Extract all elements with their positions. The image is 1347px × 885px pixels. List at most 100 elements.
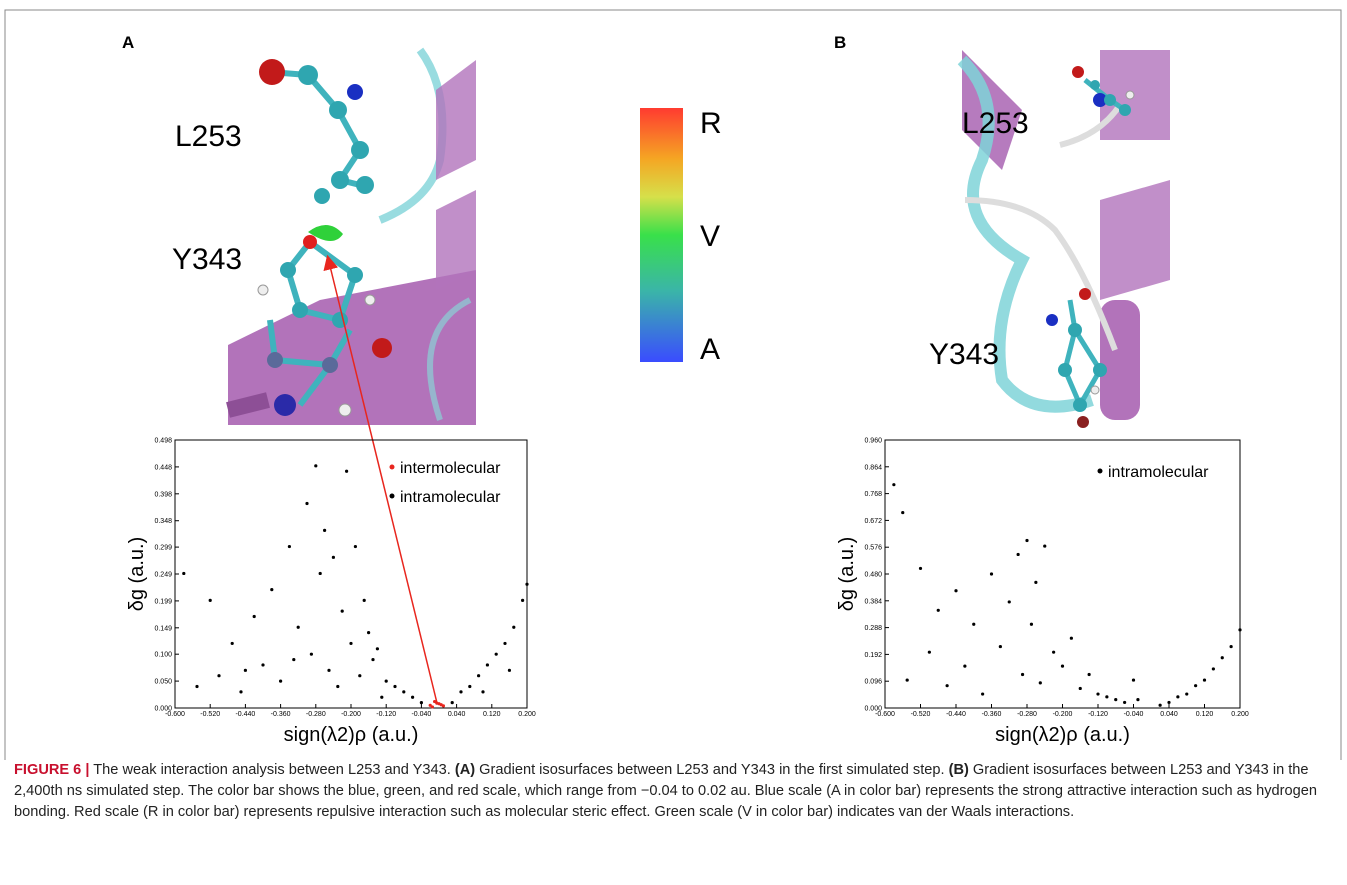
data-point: [905, 678, 909, 682]
data-point: [901, 510, 905, 515]
data-point: [261, 663, 265, 667]
x-tick-label: 0.040: [448, 711, 466, 718]
data-point: [989, 572, 994, 576]
data-point: [998, 644, 1002, 649]
colorbar-label: A: [700, 333, 720, 366]
data-point: [1238, 628, 1242, 632]
data-point: [217, 674, 221, 678]
data-point: [327, 668, 331, 672]
y-tick-label: 0.288: [864, 625, 882, 632]
data-point: [349, 641, 353, 646]
data-point: [230, 641, 234, 646]
y-tick-label: 0.864: [864, 464, 882, 471]
x-tick-label: -0.440: [235, 711, 255, 718]
x-tick-label: -0.360: [982, 711, 1002, 718]
residue-label: L253: [175, 120, 242, 153]
y-tick-label: 0.299: [154, 545, 172, 552]
data-point: [945, 684, 949, 688]
figure-border: [4, 9, 1342, 760]
data-point: [430, 705, 434, 709]
data-point: [1136, 698, 1140, 702]
x-tick-label: -0.280: [1017, 711, 1037, 718]
x-axis-label: sign(λ2)ρ (a.u.): [995, 724, 1130, 746]
data-point: [239, 690, 243, 694]
data-point: [1123, 700, 1127, 705]
panel-label: A: [122, 33, 134, 52]
data-point: [208, 598, 212, 602]
data-point: [981, 692, 985, 696]
panel-label: B: [834, 33, 846, 52]
data-point: [323, 528, 327, 533]
data-point: [1087, 672, 1091, 677]
x-tick-label: 0.040: [1160, 711, 1178, 718]
x-axis-label: sign(λ2)ρ (a.u.): [284, 724, 419, 746]
x-tick-label: -0.120: [1088, 711, 1108, 718]
data-point: [918, 566, 923, 571]
data-point: [1158, 703, 1162, 707]
data-point: [305, 501, 309, 506]
data-point: [963, 664, 967, 668]
data-point: [345, 469, 349, 473]
x-tick-label: -0.120: [376, 711, 396, 718]
y-tick-label: 0.050: [154, 679, 172, 686]
data-point: [927, 650, 931, 654]
data-point: [507, 668, 511, 672]
molecule-image-b: [957, 50, 1170, 428]
y-tick-label: 0.768: [864, 491, 882, 498]
legend-label: intermolecular: [400, 460, 501, 477]
data-point: [1096, 692, 1100, 696]
data-point: [512, 625, 516, 629]
colorbar-label: R: [700, 107, 722, 140]
y-tick-label: 0.249: [154, 572, 172, 579]
data-point: [1114, 698, 1118, 702]
data-point: [494, 652, 498, 656]
data-point: [1185, 692, 1189, 696]
data-point: [314, 464, 318, 468]
data-point: [380, 695, 384, 699]
y-tick-label: 0.398: [154, 491, 172, 498]
caption: FIGURE 6 | The weak interaction analysis…: [14, 760, 1334, 823]
data-point: [419, 701, 423, 705]
data-point: [367, 631, 371, 635]
y-tick-label: 0.096: [864, 679, 882, 686]
data-point: [340, 609, 344, 613]
y-tick-label: 0.384: [864, 598, 882, 605]
data-point: [936, 608, 940, 612]
data-point: [252, 614, 256, 619]
data-point: [1007, 600, 1011, 604]
pointer-arrow: [323, 254, 438, 704]
data-point: [336, 684, 340, 689]
data-point: [182, 571, 186, 576]
data-point: [954, 589, 958, 593]
data-point: [362, 598, 366, 602]
caption-ref: (A): [454, 762, 476, 778]
y-tick-label: 0.199: [154, 598, 172, 605]
y-tick-label: 0.000: [864, 706, 882, 713]
data-point: [477, 674, 481, 678]
data-point: [481, 690, 485, 694]
y-tick-label: 0.960: [864, 438, 882, 445]
y-axis-label: δg (a.u.): [126, 537, 148, 612]
x-tick-label: -0.040: [1124, 711, 1144, 718]
data-point: [459, 690, 463, 694]
y-axis-label: δg (a.u.): [836, 537, 858, 612]
molecule-image-a: [226, 47, 476, 425]
data-point: [1029, 622, 1034, 626]
caption-label: FIGURE 6 |: [14, 762, 90, 778]
legend-marker: [389, 493, 395, 499]
data-point: [402, 690, 406, 694]
data-point: [1038, 681, 1042, 685]
data-point: [468, 684, 472, 689]
data-point: [331, 555, 335, 559]
residue-label: Y343: [929, 338, 999, 371]
y-tick-label: 0.448: [154, 464, 172, 471]
data-point: [1078, 686, 1082, 691]
data-point: [318, 571, 322, 576]
x-tick-label: 0.200: [518, 711, 536, 718]
data-point: [287, 544, 291, 549]
data-point: [1167, 700, 1171, 705]
data-point: [892, 483, 896, 487]
data-point: [309, 652, 313, 656]
data-point: [296, 625, 300, 629]
